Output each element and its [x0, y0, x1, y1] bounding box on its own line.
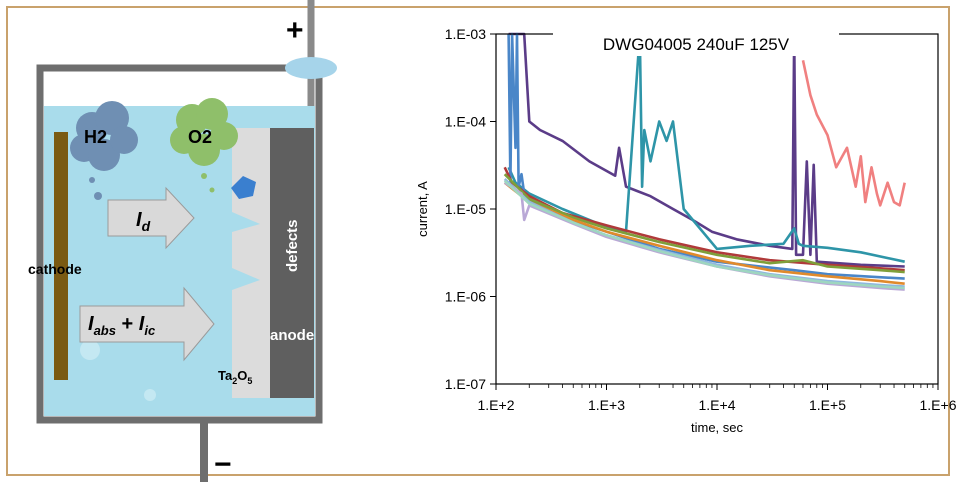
h2-cloud	[70, 101, 138, 171]
x-tick-label: 1.E+3	[588, 397, 625, 413]
minus-label: −	[214, 448, 232, 481]
series-line-4	[507, 32, 905, 280]
x-tick-label: 1.E+6	[920, 397, 957, 413]
container-wall	[36, 64, 323, 424]
series-line-3	[801, 60, 906, 207]
seal	[285, 57, 337, 79]
series-line-1	[508, 32, 905, 268]
y-tick-label: 1.E-05	[445, 201, 486, 217]
x-axis-ticks: 1.E+2 1.E+3 1.E+4 1.E+5 1.E+6	[478, 384, 957, 413]
h2-label: H2	[84, 127, 107, 147]
title-box	[553, 30, 839, 56]
plus-label: +	[286, 14, 304, 47]
y-tick-label: 1.E-06	[445, 289, 486, 305]
series-line-10	[503, 179, 905, 290]
leakage-arrow	[107, 186, 195, 250]
cathode-label: cathode	[28, 261, 82, 277]
gas-bubble	[94, 192, 102, 200]
absorption-arrow	[79, 286, 215, 362]
x-axis-label: time, sec	[691, 420, 744, 435]
series-line-6	[503, 173, 905, 274]
y-axis-ticks: 1.E-07 1.E-06 1.E-05 1.E-04 1.E-03	[445, 26, 496, 392]
o2-cloud	[170, 98, 238, 166]
capacitor-cell-diagram: + − H2 O2 cathode anode defects Ta2O5 Id…	[28, 0, 337, 482]
y-tick-label: 1.E-03	[445, 26, 486, 42]
x-tick-label: 1.E+5	[809, 397, 846, 413]
defects-label: defects	[284, 219, 301, 272]
o2-label: O2	[188, 127, 212, 147]
bubble	[80, 340, 100, 360]
leakage-current-chart: 1.E-071.E-061.E-051.E-041.E-03 1.E+2 1.E+…	[415, 26, 957, 435]
series-line-9	[503, 181, 905, 291]
gas-bubble	[209, 187, 215, 193]
absorption-current-label: Iabs + Iic	[88, 313, 156, 338]
bubble	[144, 389, 156, 401]
cathode-plate	[54, 132, 68, 380]
anode-label: anode	[270, 327, 314, 344]
y-tick-label: 1.E-04	[445, 114, 486, 130]
plot-series	[503, 32, 906, 291]
defect-particle	[231, 176, 256, 199]
oxide-layer	[232, 128, 270, 398]
leakage-current-label: Id	[136, 209, 151, 234]
y-tick-label: 1.E-07	[445, 376, 486, 392]
chart-title: DWG04005 240uF 125V	[603, 35, 790, 54]
y-axis-label: current, A	[415, 181, 430, 237]
gas-bubble	[89, 177, 95, 183]
slide-border	[6, 6, 950, 476]
x-tick-label: 1.E+2	[478, 397, 515, 413]
oxide-label: Ta2O5	[218, 368, 252, 386]
x-tick-label: 1.E+4	[699, 397, 736, 413]
gas-bubble	[201, 173, 207, 179]
anode-plate	[270, 128, 314, 398]
